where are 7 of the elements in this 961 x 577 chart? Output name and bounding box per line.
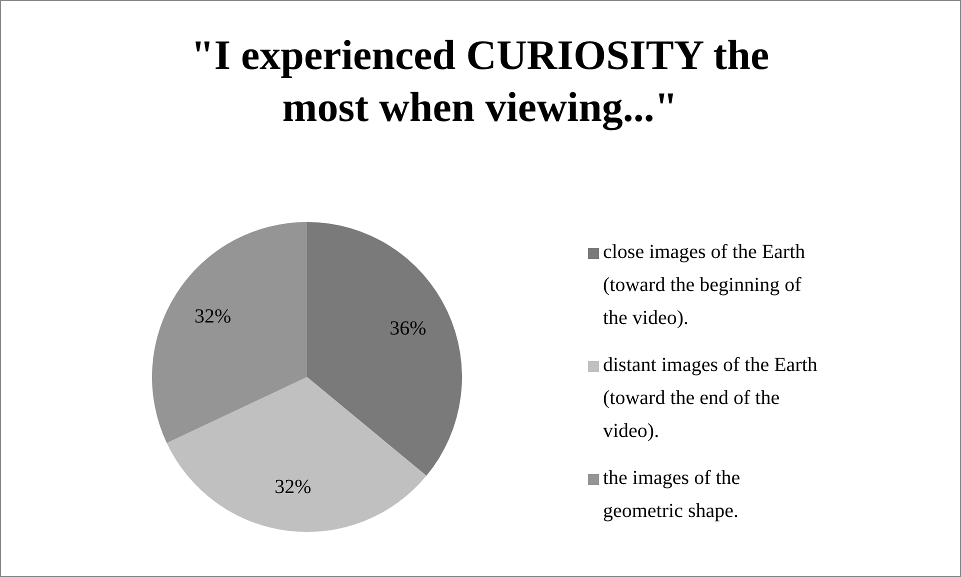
legend-label: the images of the geometric shape. — [603, 466, 742, 524]
data-label: 32% — [194, 305, 232, 328]
chart-title: "I experienced CURIOSITY the most when viewing..." — [190, 32, 770, 133]
legend-label: close images of the Earth (toward the beginning of the video). — [603, 240, 806, 331]
data-label: 32% — [274, 476, 312, 498]
data-label: 36% — [390, 318, 426, 340]
legend-label: distant images of the Earth (toward the end of the video). — [603, 353, 818, 444]
